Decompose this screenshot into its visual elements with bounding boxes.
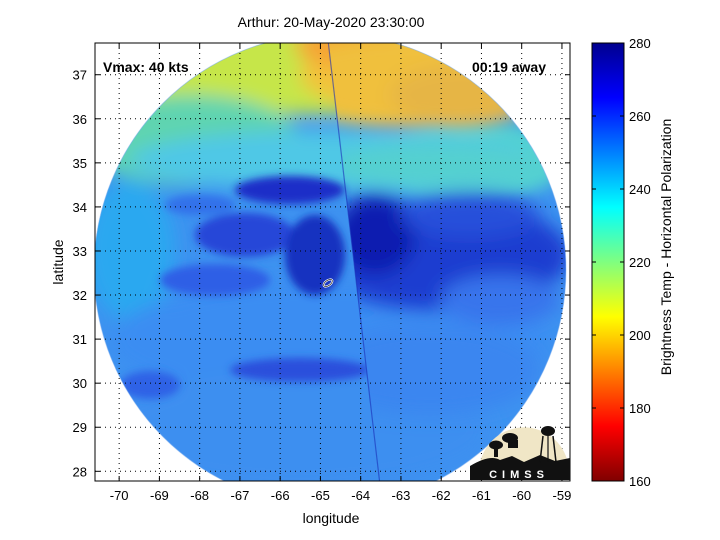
chart-title: Arthur: 20-May-2020 23:30:00 [238, 14, 425, 30]
y-tick-label: 29 [73, 420, 87, 435]
colorbar-tick-label: 180 [629, 401, 651, 416]
x-tick-label: -63 [392, 488, 411, 503]
y-axis-ticks: 28 29 30 31 32 33 34 35 36 37 [73, 68, 570, 479]
x-tick-label: -69 [150, 488, 169, 503]
time-offset-annotation: 00:19 away [472, 59, 546, 75]
plot-frame [94, 42, 571, 482]
y-tick-label: 35 [73, 156, 87, 171]
east-swath [328, 43, 566, 415]
x-tick-label: -67 [231, 488, 250, 503]
colorbar [591, 42, 625, 482]
x-axis-ticks: -70 -69 -68 -67 -66 -65 -64 -63 -62 -61 -60 -59 [110, 43, 572, 503]
y-tick-label: 32 [73, 288, 87, 303]
x-tick-label: -66 [271, 488, 290, 503]
y-tick-label: 28 [73, 464, 87, 479]
colorbar-tick-label: 240 [629, 182, 651, 197]
disk-edge [95, 43, 567, 481]
x-axis-label: longitude [303, 510, 360, 526]
storm-center-symbol [322, 278, 334, 288]
y-axis-label: latitude [50, 239, 66, 284]
vmax-annotation: Vmax: 40 kts [103, 59, 189, 75]
y-tick-label: 31 [73, 332, 87, 347]
x-tick-label: -64 [351, 488, 370, 503]
colorbar-tick-label: 160 [629, 474, 651, 489]
x-tick-label: -61 [472, 488, 491, 503]
logo-text: CIMSS [489, 469, 549, 481]
y-tick-label: 33 [73, 244, 87, 259]
colorbar-tick-label: 220 [629, 255, 651, 270]
colorbar-tick-label: 280 [629, 36, 651, 51]
x-tick-label: -62 [432, 488, 451, 503]
west-swath [120, 176, 370, 399]
colorbar-tick-label: 200 [629, 328, 651, 343]
plot-area [95, 43, 570, 481]
y-tick-label: 36 [73, 112, 87, 127]
swath-seam [327, 43, 381, 481]
x-tick-label: -68 [190, 488, 209, 503]
colorbar-tick-label: 260 [629, 109, 651, 124]
brightness-temp-field [95, 43, 566, 481]
y-tick-label: 34 [73, 200, 87, 215]
y-tick-label: 37 [73, 68, 87, 83]
x-tick-label: -65 [311, 488, 330, 503]
y-tick-label: 30 [73, 376, 87, 391]
grid-lines [95, 43, 570, 481]
colorbar-ticks: 160 180 200 220 240 260 280 [592, 36, 651, 489]
x-tick-label: -59 [553, 488, 572, 503]
colorbar-label: Brightness Temp - Horizontal Polarizatio… [658, 119, 674, 376]
x-tick-label: -60 [512, 488, 531, 503]
x-tick-label: -70 [110, 488, 129, 503]
cimss-logo: CIMSS [470, 426, 570, 481]
